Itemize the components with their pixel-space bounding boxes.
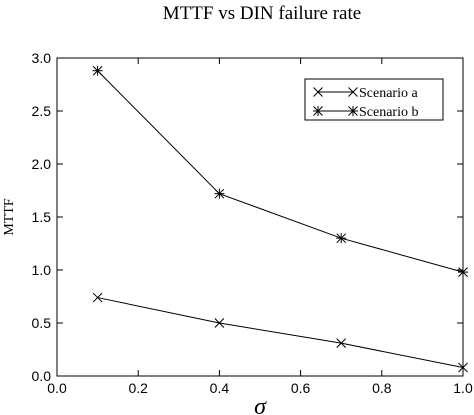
legend-label-scenario-a: Scenario a	[359, 86, 418, 101]
legend-label-scenario-b: Scenario b	[359, 105, 418, 120]
data-point-scenario-a	[458, 362, 468, 373]
legend-marker-right-scenario-b	[348, 106, 358, 116]
legend: Scenario a Scenario b	[304, 78, 444, 121]
x-axis-ticks: 0.0 0.2 0.4 0.6 0.8 1.0	[47, 58, 473, 396]
data-point-scenario-b	[214, 188, 225, 199]
y-tick-label: 0.0	[32, 368, 52, 384]
data-point-scenario-b	[458, 267, 468, 278]
y-tick-label: 2.5	[32, 103, 52, 119]
y-axis-ticks: 0.0 0.5 1.0 1.5 2.0 2.5 3.0	[32, 50, 463, 384]
chart-title: MTTF vs DIN failure rate	[163, 3, 361, 24]
x-axis-label: σ	[254, 394, 267, 415]
series-layer	[92, 65, 468, 373]
y-tick-label: 1.5	[32, 209, 52, 225]
y-tick-label: 0.5	[32, 315, 52, 331]
x-tick-label: 1.0	[453, 380, 473, 396]
y-tick-label: 3.0	[32, 50, 52, 66]
legend-box	[304, 78, 444, 121]
series-line-scenario-b	[97, 70, 464, 273]
x-tick-label: 0.0	[47, 380, 67, 396]
y-axis-label: MTTF	[2, 198, 17, 236]
series-line-scenario-a	[97, 297, 464, 369]
data-point-scenario-a	[336, 338, 347, 348]
x-tick-label: 0.6	[291, 380, 311, 396]
data-point-scenario-a	[92, 292, 103, 303]
data-point-scenario-a	[214, 318, 225, 328]
legend-marker-right-scenario-a	[348, 87, 358, 97]
data-point-scenario-b	[336, 233, 347, 244]
legend-marker-left-scenario-b	[313, 106, 323, 116]
legend-items	[313, 87, 358, 116]
y-tick-label: 1.0	[32, 262, 52, 278]
x-tick-label: 0.8	[372, 380, 392, 396]
x-tick-label: 0.2	[128, 380, 148, 396]
data-point-scenario-b	[92, 65, 103, 76]
x-tick-label: 0.4	[210, 380, 230, 396]
legend-marker-left-scenario-a	[313, 87, 323, 97]
y-tick-label: 2.0	[32, 156, 52, 172]
